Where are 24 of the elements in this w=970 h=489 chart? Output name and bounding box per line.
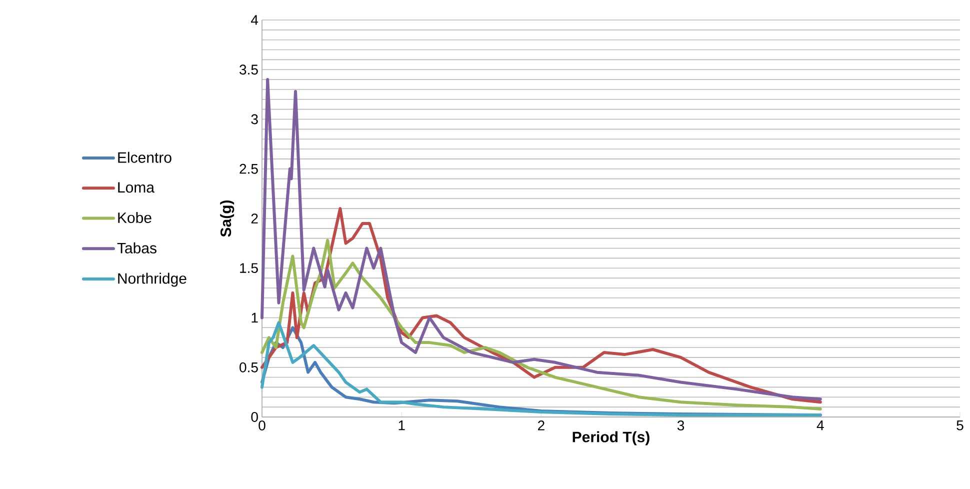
y-axis-title: Sa(g) bbox=[220, 200, 234, 237]
y-tick-label: 0.5 bbox=[240, 362, 258, 372]
x-tick-label: 4 bbox=[816, 420, 824, 430]
legend-label: Northridge bbox=[118, 272, 186, 287]
x-tick-label: 5 bbox=[956, 420, 964, 430]
y-tick-label: 3 bbox=[251, 114, 258, 124]
x-axis-title: Period T(s) bbox=[572, 431, 650, 446]
y-tick-label: 4 bbox=[251, 15, 258, 25]
line-series bbox=[260, 238, 822, 411]
x-tick-label: 2 bbox=[538, 420, 544, 430]
legend-label: Loma bbox=[118, 182, 154, 193]
legend-label: Elcentro bbox=[118, 152, 172, 163]
line-series bbox=[260, 78, 822, 401]
x-tick-label: 0 bbox=[258, 420, 266, 430]
y-tick-label: 1.5 bbox=[240, 263, 258, 273]
y-tick-label: 2 bbox=[251, 214, 258, 224]
x-tick-label: 1 bbox=[398, 420, 405, 430]
y-tick-label: 2.5 bbox=[240, 164, 258, 174]
y-tick-label: 3.5 bbox=[240, 64, 258, 75]
y-tick-label: 0 bbox=[251, 412, 258, 422]
legend-label: Kobe bbox=[118, 212, 152, 224]
x-tick-label: 3 bbox=[677, 420, 684, 430]
y-tick-label: 1 bbox=[252, 312, 258, 323]
legend-label: Tabas bbox=[117, 242, 156, 254]
